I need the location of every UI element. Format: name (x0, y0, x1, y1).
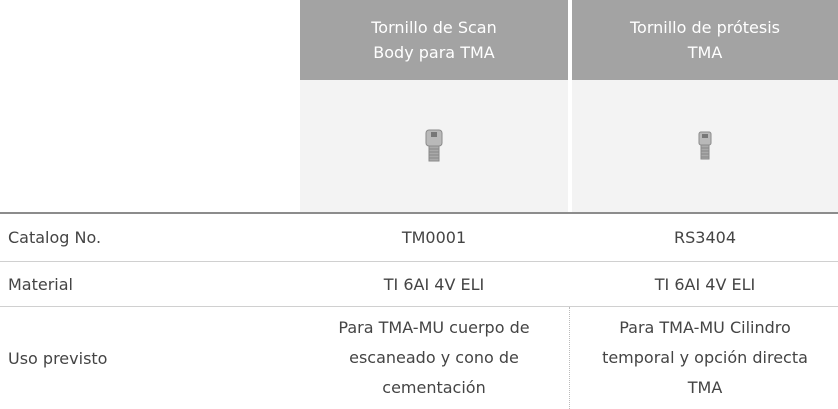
header-text: Tornillo de Scan Body para TMA (371, 18, 497, 62)
divider (0, 261, 838, 262)
header-text: Tornillo de prótesis TMA (630, 18, 780, 62)
row-label: Catalog No. (8, 228, 102, 247)
row-label: Uso previsto (8, 348, 108, 368)
cell: Para TMA-MU Cilindro temporal y opción d… (602, 318, 808, 397)
column-header: Tornillo de prótesis TMA (572, 0, 838, 80)
cell: TI 6AI 4V ELI (654, 274, 756, 294)
cell: Para TMA-MU cuerpo de escaneado y cono d… (338, 318, 530, 397)
divider (0, 212, 838, 214)
product-image (572, 80, 838, 212)
screw-icon (425, 129, 443, 162)
row-label: Material (8, 274, 73, 294)
divider (0, 306, 838, 307)
cell: RS3404 (674, 228, 736, 247)
screw-icon (698, 131, 712, 160)
cell: TI 6AI 4V ELI (383, 274, 485, 294)
product-image (300, 80, 568, 212)
column-header: Tornillo de Scan Body para TMA (300, 0, 568, 80)
cell: TM0001 (401, 228, 467, 247)
divider (569, 307, 570, 409)
